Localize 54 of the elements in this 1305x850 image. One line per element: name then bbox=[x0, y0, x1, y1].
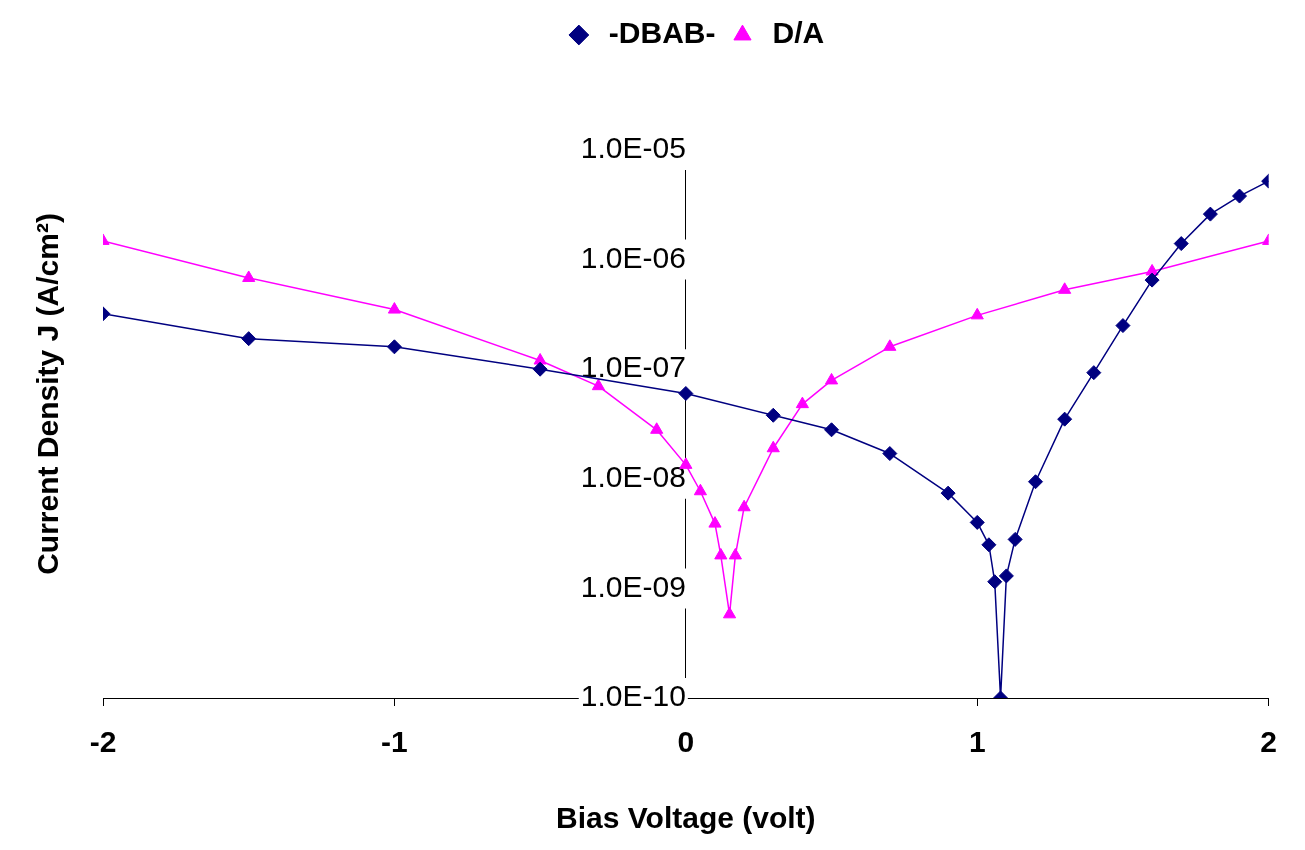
y-tick-label: 1.0E-09 bbox=[580, 569, 686, 603]
point bbox=[981, 537, 997, 553]
y-tick-label: 1.0E-05 bbox=[580, 131, 686, 165]
point bbox=[650, 422, 664, 434]
point bbox=[987, 574, 1003, 590]
point bbox=[678, 386, 694, 402]
point bbox=[765, 407, 781, 423]
point bbox=[998, 568, 1014, 584]
point bbox=[1057, 411, 1073, 427]
point bbox=[708, 516, 722, 528]
point bbox=[1202, 206, 1218, 222]
point bbox=[722, 606, 737, 619]
point bbox=[532, 361, 548, 377]
point bbox=[679, 457, 693, 469]
y-axis-title: Current Density J (A/cm²) bbox=[31, 213, 65, 575]
point bbox=[883, 339, 897, 351]
point bbox=[824, 372, 839, 385]
point bbox=[882, 446, 898, 462]
y-tick-label: 1.0E-06 bbox=[580, 240, 686, 274]
legend-label: D/A bbox=[772, 16, 825, 50]
point bbox=[533, 353, 547, 365]
point bbox=[1058, 282, 1072, 294]
point bbox=[387, 302, 401, 314]
x-tick-label: 1 bbox=[968, 725, 986, 759]
point bbox=[795, 396, 809, 409]
point bbox=[1028, 474, 1044, 490]
x-tick-label: -1 bbox=[381, 725, 408, 759]
point bbox=[1144, 272, 1160, 288]
point bbox=[714, 547, 728, 560]
y-tick-label: 1.0E-10 bbox=[580, 679, 686, 713]
point bbox=[1115, 318, 1131, 334]
x-tick-label: 2 bbox=[1260, 725, 1277, 759]
point bbox=[1232, 188, 1248, 204]
point bbox=[1007, 531, 1023, 547]
point bbox=[591, 378, 605, 391]
point bbox=[693, 483, 707, 496]
legend-label: -DBAB- bbox=[608, 16, 716, 50]
point bbox=[766, 440, 780, 453]
y-tick-label: 1.0E-08 bbox=[580, 460, 686, 494]
point bbox=[969, 514, 985, 530]
point bbox=[1086, 365, 1102, 381]
point bbox=[728, 547, 742, 560]
x-tick-label: -2 bbox=[89, 725, 117, 759]
point bbox=[824, 422, 840, 438]
point bbox=[737, 499, 751, 512]
point bbox=[241, 331, 257, 347]
point bbox=[940, 485, 956, 501]
x-axis-title: Bias Voltage (volt) bbox=[556, 801, 816, 835]
x-tick-label: 0 bbox=[677, 725, 695, 759]
point bbox=[970, 307, 984, 320]
y-tick-label: 1.0E-07 bbox=[580, 350, 686, 384]
point bbox=[386, 339, 402, 355]
point bbox=[1173, 236, 1189, 252]
point bbox=[242, 270, 256, 282]
